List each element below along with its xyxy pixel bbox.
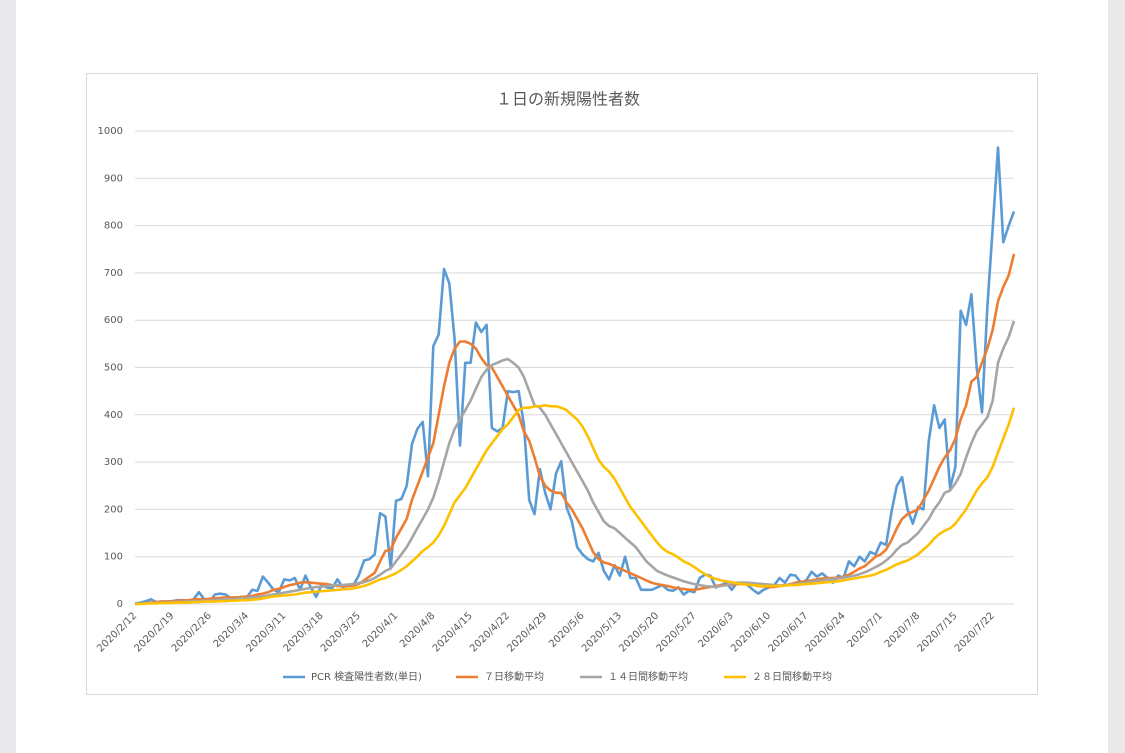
y-tick-label: 700: [104, 268, 123, 279]
series-line: [134, 146, 1016, 605]
chart-frame: [86, 73, 1038, 695]
series-line: [134, 320, 1016, 606]
y-tick-label: 200: [104, 504, 123, 515]
series-line: [134, 253, 1016, 606]
legend-label: ２８日間移動平均: [752, 670, 832, 683]
legend-label: １４日間移動平均: [608, 670, 688, 683]
y-tick-label: 100: [104, 552, 123, 563]
y-tick-label: 0: [117, 599, 123, 610]
legend-label: ７日移動平均: [484, 670, 544, 683]
y-tick-label: 400: [104, 410, 123, 421]
y-tick-label: 300: [104, 457, 123, 468]
y-tick-label: 600: [104, 315, 123, 326]
y-tick-label: 800: [104, 221, 123, 232]
y-tick-label: 1000: [98, 126, 123, 137]
y-tick-label: 900: [104, 173, 123, 184]
y-tick-label: 500: [104, 363, 123, 374]
legend-label: PCR 検査陽性者数(単日): [311, 670, 422, 683]
chart-title: １日の新規陽性者数: [496, 90, 640, 109]
series-line: [135, 403, 1016, 606]
